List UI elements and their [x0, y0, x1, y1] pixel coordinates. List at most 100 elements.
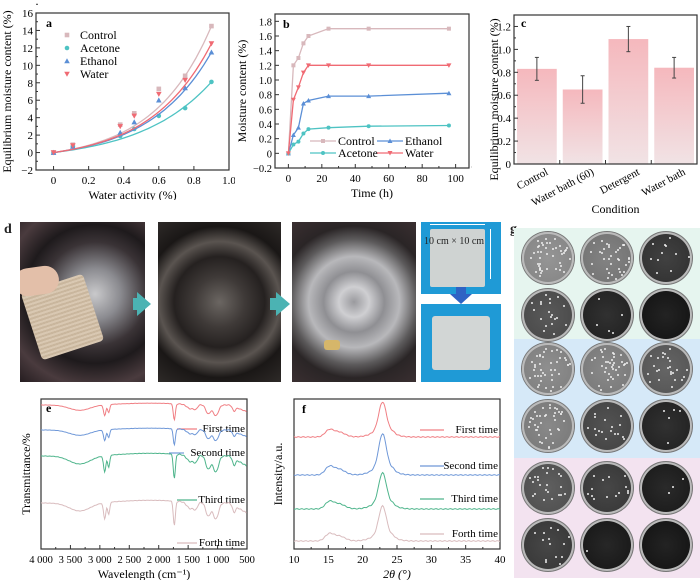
colony: [661, 352, 664, 355]
x-tick-label: 1 000: [206, 555, 230, 566]
colony: [619, 247, 622, 250]
colony: [671, 385, 674, 388]
data-point-acetone: [182, 105, 188, 111]
data-point-water: [182, 77, 188, 83]
colony: [612, 332, 615, 335]
x-tick-label: 20: [316, 173, 328, 185]
colony: [552, 385, 555, 388]
colony: [607, 475, 610, 478]
legend-label-ethanol: Ethanol: [405, 134, 443, 148]
colony: [553, 406, 556, 409]
colony: [537, 244, 540, 247]
colony: [539, 441, 542, 444]
data-point-ethanol: [295, 125, 301, 130]
petri-dish: [640, 343, 692, 395]
colony: [548, 241, 551, 244]
colony: [534, 424, 537, 427]
colony: [678, 409, 681, 412]
colony: [539, 301, 542, 304]
colony: [610, 375, 613, 378]
colony: [607, 276, 610, 279]
colony: [550, 379, 553, 382]
colony: [608, 372, 611, 375]
colony: [563, 251, 566, 254]
colony: [540, 368, 543, 371]
x-tick-label: 40: [350, 173, 362, 185]
colony: [533, 252, 536, 255]
colony: [539, 414, 542, 417]
y-tick-label: 0.4: [497, 113, 511, 125]
colony: [623, 271, 626, 274]
panel-g-label: g: [510, 222, 517, 238]
legend-label-forth-time: Forth time: [199, 537, 245, 549]
colony: [657, 357, 660, 360]
colony: [527, 426, 530, 429]
colony: [610, 255, 613, 258]
data-point-acetone: [296, 139, 301, 144]
colony: [532, 495, 535, 498]
data-point-acetone: [291, 142, 296, 147]
petri-dish: [522, 462, 574, 514]
colony: [531, 301, 534, 304]
colony: [563, 492, 566, 495]
colony: [563, 419, 566, 422]
photo-washing-machine-drum: [292, 222, 416, 382]
data-point-water: [305, 63, 311, 68]
colony: [547, 538, 550, 541]
colony: [539, 251, 542, 254]
x-tick-label: 0.8: [187, 175, 201, 187]
data-point-ethanol: [117, 129, 124, 135]
colony: [611, 425, 614, 428]
colony: [593, 415, 596, 418]
colony: [551, 498, 554, 501]
petri-dish: [522, 232, 574, 284]
colony: [552, 255, 555, 258]
x-tick-label: 4 000: [29, 555, 53, 566]
colony: [561, 411, 564, 414]
colony: [611, 273, 614, 276]
colony: [552, 414, 555, 417]
colony: [545, 386, 548, 389]
colony: [682, 477, 685, 480]
colony: [554, 368, 557, 371]
colony: [675, 368, 678, 371]
colony: [535, 415, 538, 418]
legend-label-acetone: Acetone: [80, 41, 120, 55]
dimension-arrow-horizontal: [430, 224, 485, 225]
colony: [656, 259, 659, 262]
colony: [543, 350, 546, 353]
colony: [620, 274, 623, 277]
colony: [669, 365, 672, 368]
data-point-ethanol: [182, 85, 188, 91]
colony: [543, 330, 546, 333]
petri-dish: [640, 519, 692, 571]
colony: [599, 349, 602, 352]
data-point-control: [182, 73, 188, 79]
data-point-water: [50, 150, 57, 156]
colony: [664, 245, 667, 248]
colony: [566, 363, 569, 366]
x-tick-label: 35: [460, 554, 472, 566]
petri-dish: [581, 232, 633, 284]
arrow-down-icon: [450, 294, 472, 304]
colony: [614, 432, 617, 435]
colony: [674, 253, 677, 256]
colony: [550, 527, 553, 530]
data-point-water: [117, 124, 124, 130]
colony: [668, 360, 671, 363]
colony: [538, 268, 541, 271]
colony: [658, 369, 661, 372]
colony: [590, 262, 593, 265]
colony: [544, 489, 547, 492]
data-point-control: [131, 111, 137, 116]
y-tick-label: 0.2: [497, 136, 511, 148]
data-point-acetone: [446, 123, 451, 128]
data-point-acetone: [301, 131, 306, 136]
colony: [614, 250, 617, 253]
colony: [617, 258, 620, 261]
colony: [555, 316, 558, 319]
petri-dish: [522, 400, 574, 452]
x-tick-label: Detergent: [598, 166, 642, 197]
panel-label: f: [302, 402, 307, 416]
